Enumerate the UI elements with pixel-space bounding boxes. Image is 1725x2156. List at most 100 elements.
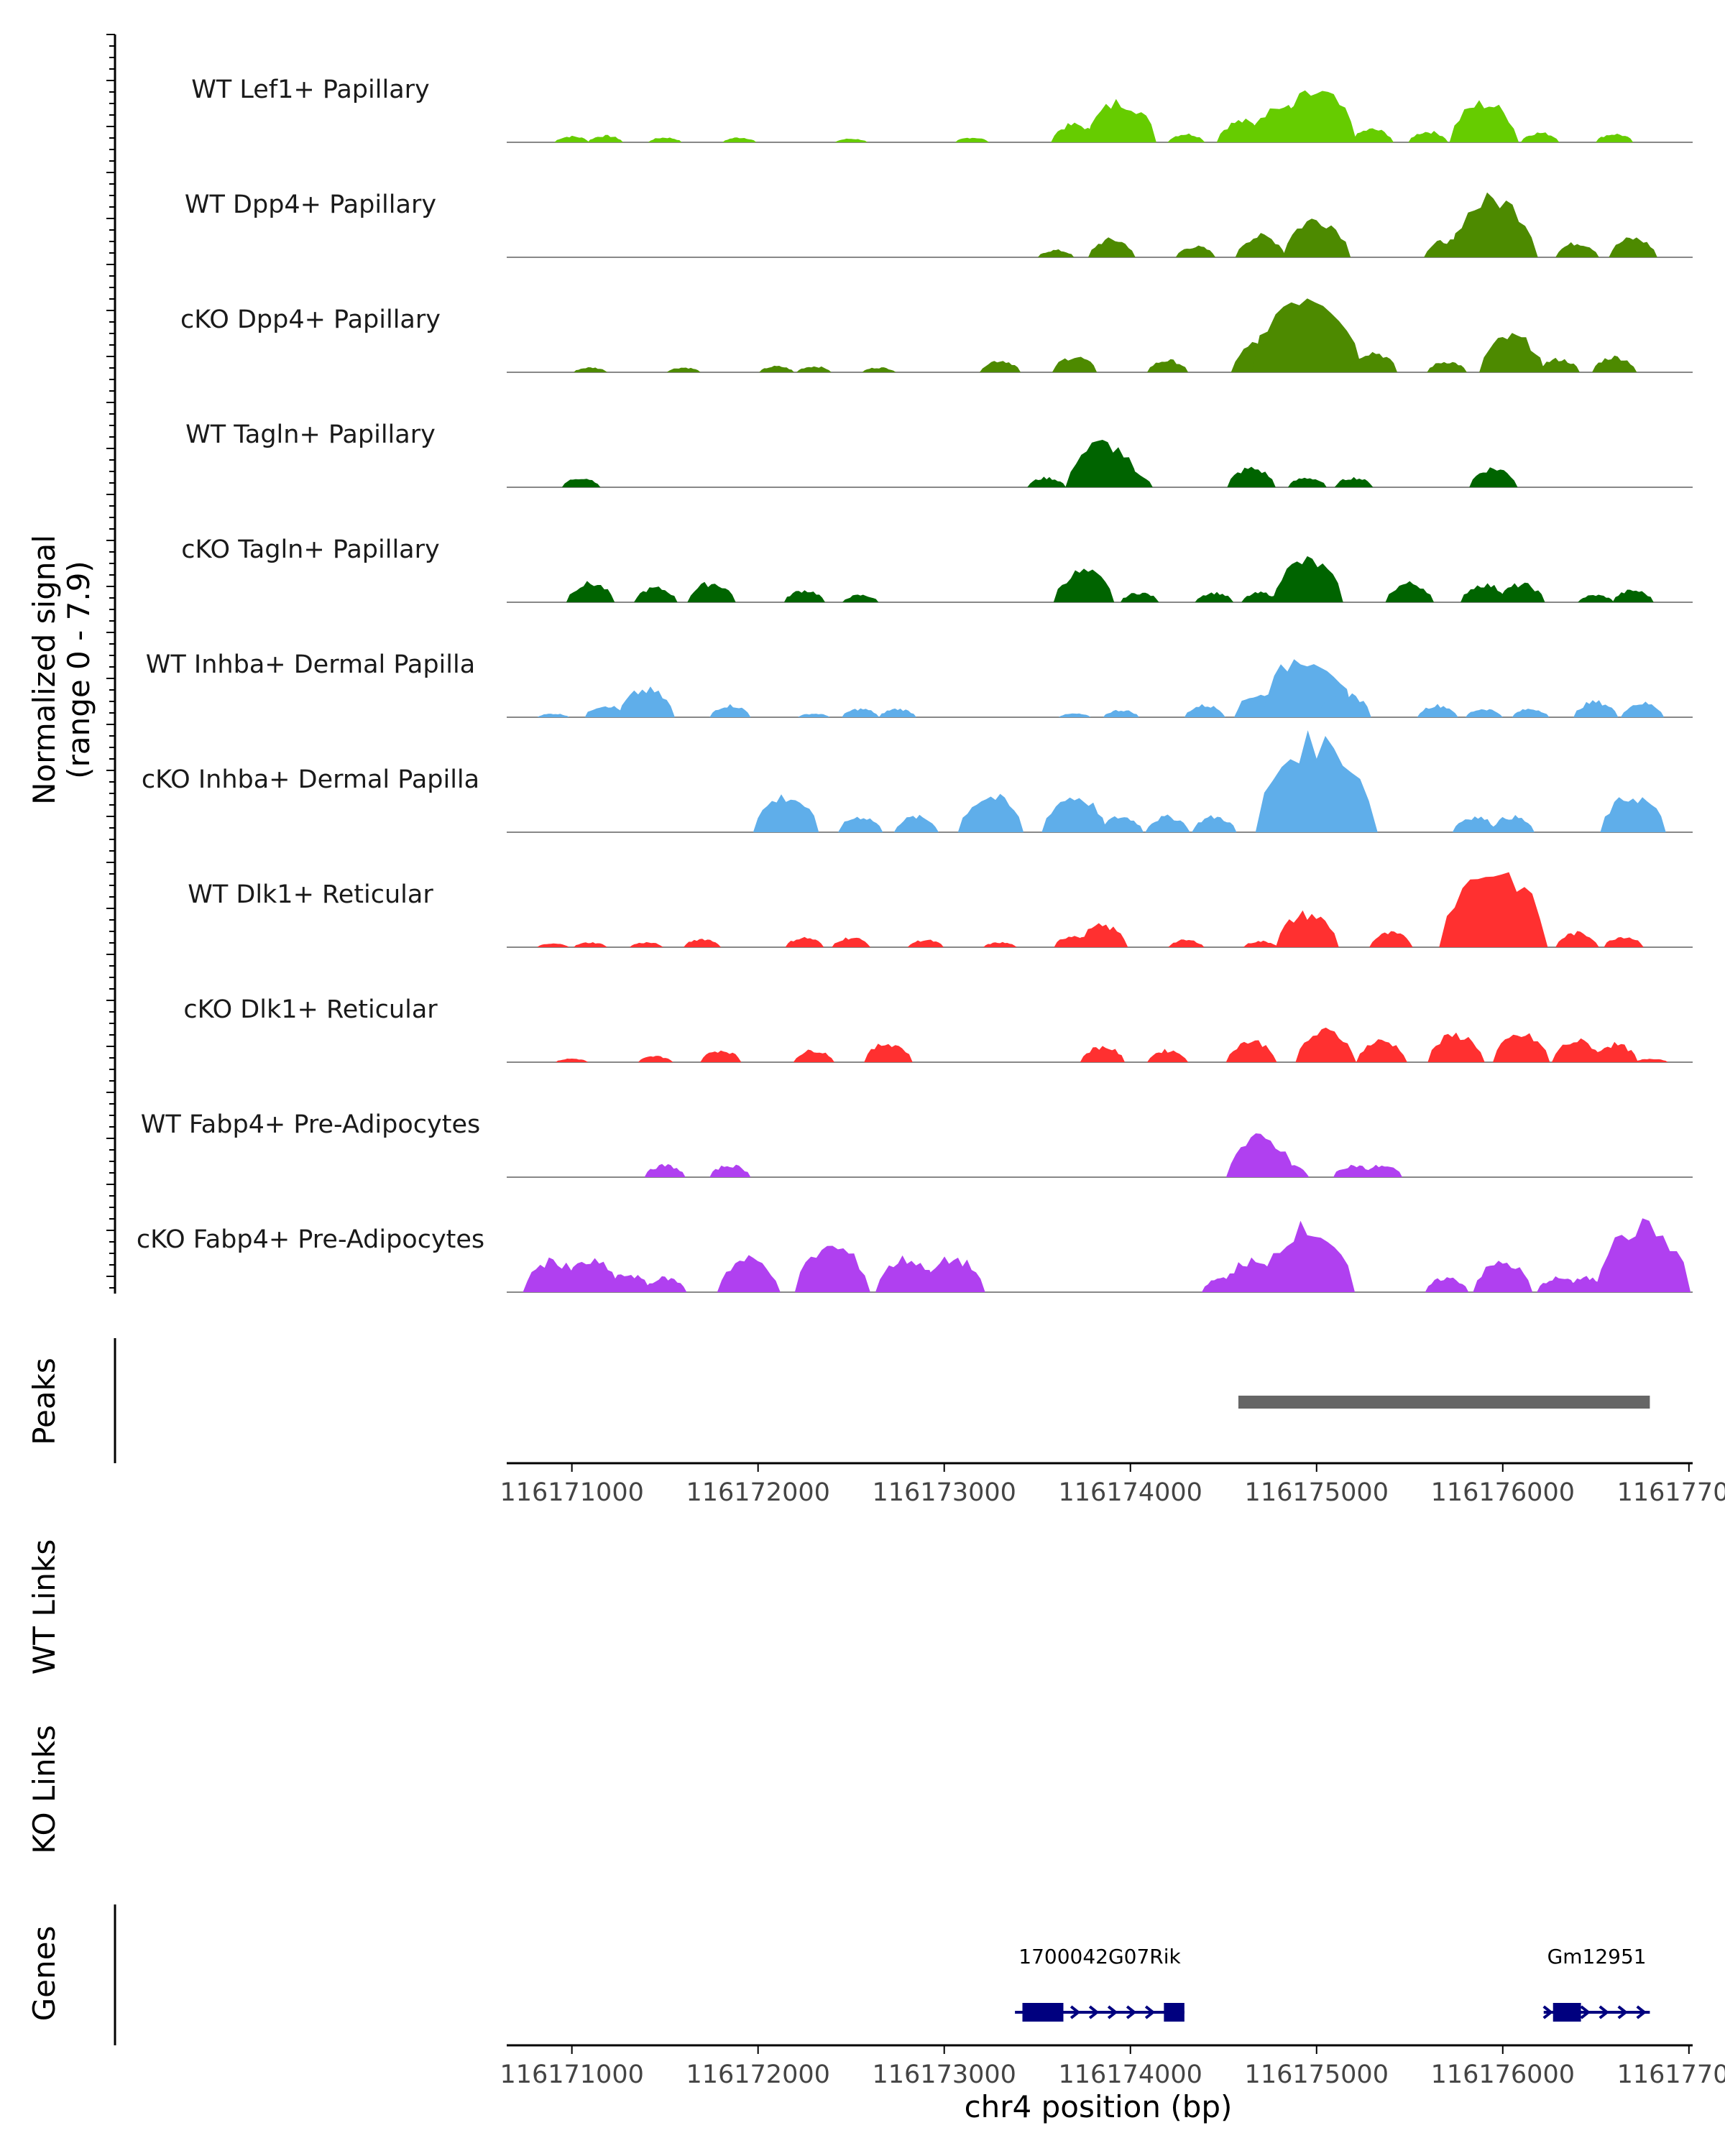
track-label: cKO Dlk1+ Reticular: [183, 995, 438, 1024]
peaks-track-label: Peaks: [27, 1358, 62, 1445]
signal-peak: [1573, 700, 1619, 717]
x-bottom-tick-label: 116171000: [500, 2060, 643, 2089]
signal-peak: [644, 1164, 686, 1177]
signal-peak: [1225, 1040, 1277, 1062]
signal-peak: [666, 367, 701, 372]
signal-peak: [832, 937, 870, 947]
signal-peak: [1552, 1038, 1603, 1062]
signal-peak: [1175, 245, 1216, 257]
signal-peak: [709, 704, 751, 717]
signal-peak: [1235, 233, 1287, 257]
signal-peak: [1591, 1041, 1638, 1062]
signal-peak: [1288, 477, 1327, 487]
x-axis-title: chr4 position (bp): [965, 2089, 1233, 2124]
signal-peak: [1268, 1164, 1310, 1177]
signal-peak: [1271, 556, 1343, 602]
signal-peak: [1452, 816, 1497, 832]
signal-peak: [1604, 936, 1644, 947]
signal-peak: [617, 686, 675, 717]
x-axis-bottom: 116171000 116172000 116173000 116174000 1161…: [500, 2044, 1725, 2089]
signal-peak: [1167, 133, 1205, 142]
signal-peak: [1479, 333, 1545, 372]
signal-peak: [979, 361, 1021, 372]
signal-peak: [1449, 100, 1519, 142]
signal-peak: [1555, 242, 1599, 257]
signal-peak: [1351, 128, 1394, 142]
signal-peak: [983, 941, 1017, 947]
signal-peak: [1145, 814, 1190, 832]
x-axis-top: 116171000 116172000 116173000 116174000 1161…: [500, 1462, 1725, 1507]
x-bottom-tick-label: 116174000: [1059, 2060, 1202, 2089]
signal-peak: [1427, 1032, 1485, 1062]
track-label: WT Lef1+ Papillary: [191, 75, 430, 104]
track-label: WT Inhba+ Dermal Papilla: [146, 650, 475, 679]
signal-peak: [1493, 1033, 1550, 1062]
signal-peak: [1465, 709, 1503, 717]
signal-peak: [1317, 691, 1371, 717]
signal-peak: [1555, 931, 1599, 947]
peaks-track: [1238, 1396, 1650, 1409]
signal-peak: [629, 941, 663, 947]
signal-peak: [1449, 192, 1538, 257]
signal-peak: [634, 586, 678, 602]
signal-peak: [1592, 355, 1637, 372]
signal-peak: [879, 708, 916, 717]
signal-peak: [1425, 1277, 1469, 1292]
gene-label: Gm12951: [1547, 1945, 1647, 1968]
signal-peak: [753, 794, 819, 832]
track-label: WT Tagln+ Papillary: [185, 420, 436, 449]
strand-arrow: [1107, 2005, 1118, 2019]
x-bottom-tick-label: 116172000: [686, 2060, 829, 2089]
x-top-tick-label: 116177000: [1617, 1478, 1725, 1507]
signal-peak: [1108, 470, 1153, 487]
signal-peak: [1052, 356, 1098, 372]
signal-peak: [1243, 940, 1279, 947]
signal-peak: [1088, 237, 1136, 257]
track-label: cKO Tagln+ Papillary: [181, 535, 440, 564]
track-label: cKO Inhba+ Dermal Papilla: [142, 765, 479, 794]
coverage-tracks: WT Lef1+ Papillary WT Dpp4+ Papillary cKO …: [137, 75, 1693, 1293]
x-top-tick-label: 116176000: [1431, 1478, 1575, 1507]
signal-peak: [1058, 713, 1091, 717]
strand-arrow: [1636, 2005, 1647, 2019]
signal-peak: [537, 943, 570, 947]
y-axis-title-line2: (range 0 - 7.9): [61, 561, 96, 779]
track-10: WT Fabp4+ Pre-Adipocytes: [141, 1110, 1693, 1178]
signal-peak: [1077, 923, 1128, 947]
track-5: cKO Tagln+ Papillary: [181, 535, 1693, 603]
strand-arrow: [1144, 2005, 1156, 2019]
signal-peak: [1385, 581, 1434, 602]
genes-track: 1700042G07Rik Gm12951: [1015, 1945, 1650, 2022]
signal-peak: [921, 1256, 985, 1292]
track-label: WT Dpp4+ Papillary: [185, 190, 436, 219]
signal-peak: [838, 816, 883, 832]
signal-peak: [1612, 589, 1654, 602]
signal-peak: [1276, 90, 1357, 142]
signal-peak: [1600, 797, 1666, 832]
signal-peak: [1275, 910, 1339, 947]
peak-range: [1238, 1396, 1650, 1409]
signal-peak: [864, 1044, 913, 1062]
signal-peak: [1460, 583, 1508, 602]
signal-peak: [1334, 476, 1374, 487]
signal-peak: [1356, 1039, 1407, 1062]
track-label: cKO Fabp4+ Pre-Adipocytes: [137, 1225, 484, 1254]
signal-peak: [560, 1258, 621, 1292]
signal-peak: [1489, 815, 1535, 832]
signal-peak: [1635, 1059, 1668, 1062]
signal-peak: [643, 1276, 687, 1292]
ko-links-label: KO Links: [27, 1725, 62, 1854]
signal-peak: [1147, 1049, 1189, 1062]
signal-peak: [759, 365, 794, 372]
signal-peak: [1417, 704, 1458, 717]
signal-peak: [1620, 701, 1665, 717]
track-label: cKO Dpp4+ Papillary: [180, 305, 441, 334]
signal-peak: [1578, 594, 1614, 602]
signal-peak: [687, 581, 736, 602]
signal-peak: [907, 939, 944, 947]
signal-peak: [1053, 568, 1115, 602]
signal-peak: [1473, 1261, 1533, 1292]
signal-peak: [1038, 249, 1075, 257]
signal-peak: [1295, 1027, 1356, 1062]
signal-peak: [709, 1164, 751, 1177]
